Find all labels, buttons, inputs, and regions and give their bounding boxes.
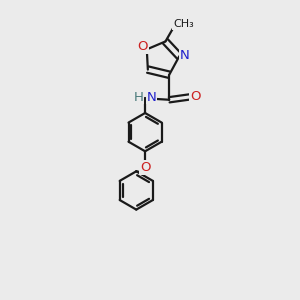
Text: O: O <box>138 40 148 53</box>
Text: CH₃: CH₃ <box>173 19 194 29</box>
Text: H: H <box>134 91 144 103</box>
Text: N: N <box>147 91 156 103</box>
Text: N: N <box>180 49 189 62</box>
Text: O: O <box>140 161 150 174</box>
Text: O: O <box>190 90 201 103</box>
